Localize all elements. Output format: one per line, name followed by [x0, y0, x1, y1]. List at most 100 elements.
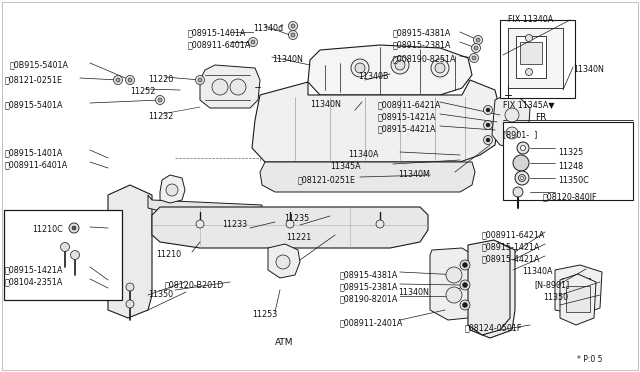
Circle shape	[251, 40, 255, 44]
Text: Ⓦ08915-1421A: Ⓦ08915-1421A	[378, 112, 436, 121]
Text: 11350: 11350	[148, 290, 173, 299]
Circle shape	[483, 121, 493, 129]
Circle shape	[483, 135, 493, 144]
Circle shape	[248, 38, 257, 46]
Polygon shape	[252, 80, 500, 162]
Circle shape	[72, 226, 76, 230]
Text: Ⓝ008190-8251A: Ⓝ008190-8251A	[393, 54, 456, 63]
Circle shape	[125, 76, 134, 84]
Text: Ⓦ08915-4381A: Ⓦ08915-4381A	[393, 28, 451, 37]
Text: 11221: 11221	[286, 233, 311, 242]
Circle shape	[61, 243, 70, 251]
Bar	[500, 20, 575, 98]
Text: Ⓦ08915-1401A: Ⓦ08915-1401A	[188, 28, 246, 37]
Circle shape	[286, 220, 294, 228]
Text: 11340N: 11340N	[573, 65, 604, 74]
Circle shape	[116, 78, 120, 82]
Circle shape	[198, 78, 202, 82]
Text: ⒲08120-B201D: ⒲08120-B201D	[165, 280, 224, 289]
Circle shape	[158, 98, 162, 102]
Polygon shape	[308, 45, 472, 95]
Circle shape	[351, 59, 369, 77]
Text: Ⓦ08915-2381A: Ⓦ08915-2381A	[340, 282, 399, 291]
Circle shape	[505, 108, 519, 122]
Text: 11345A: 11345A	[330, 162, 360, 171]
Circle shape	[69, 223, 79, 233]
Text: ⒲08124-0501F: ⒲08124-0501F	[465, 323, 522, 332]
Circle shape	[230, 79, 246, 95]
Text: 11340N: 11340N	[272, 55, 303, 64]
Text: Ⓝ008911-2401A: Ⓝ008911-2401A	[340, 318, 403, 327]
Text: 11235: 11235	[284, 214, 309, 223]
Circle shape	[460, 280, 470, 290]
Circle shape	[474, 35, 483, 45]
Text: Ⓝ008911-6421A: Ⓝ008911-6421A	[482, 230, 545, 239]
Circle shape	[395, 60, 405, 70]
Circle shape	[472, 56, 476, 60]
Circle shape	[470, 54, 479, 62]
Bar	[4, 210, 122, 300]
Polygon shape	[555, 265, 602, 315]
Polygon shape	[430, 248, 478, 320]
Text: 11220: 11220	[148, 75, 173, 84]
Circle shape	[463, 282, 467, 288]
Polygon shape	[268, 244, 300, 278]
Text: 11325: 11325	[558, 148, 583, 157]
Text: [8901-  ]: [8901- ]	[503, 130, 538, 139]
Circle shape	[486, 123, 490, 127]
Text: Ⓦ08915-5401A: Ⓦ08915-5401A	[5, 100, 63, 109]
Text: 11253: 11253	[252, 310, 277, 319]
Circle shape	[126, 283, 134, 291]
Text: Ⓦ08915-4421A: Ⓦ08915-4421A	[482, 254, 541, 263]
Circle shape	[391, 56, 409, 74]
Polygon shape	[160, 175, 185, 203]
Polygon shape	[560, 274, 596, 325]
Circle shape	[126, 300, 134, 308]
Circle shape	[513, 187, 523, 197]
Text: 11248: 11248	[558, 162, 583, 171]
Text: 11233: 11233	[222, 220, 247, 229]
Circle shape	[515, 171, 529, 185]
Text: 11340M: 11340M	[398, 170, 430, 179]
Circle shape	[291, 24, 295, 28]
Polygon shape	[492, 95, 530, 148]
Bar	[520, 42, 542, 64]
Circle shape	[289, 22, 298, 31]
Circle shape	[460, 300, 470, 310]
Circle shape	[431, 59, 449, 77]
Text: FIX 11340A: FIX 11340A	[508, 15, 553, 24]
Text: * P:0 5: * P:0 5	[577, 355, 602, 364]
Text: FIX 11345A▼: FIX 11345A▼	[503, 100, 554, 109]
Circle shape	[113, 76, 122, 84]
Circle shape	[513, 155, 529, 171]
Text: Ⓦ08915-1421A: Ⓦ08915-1421A	[5, 265, 63, 274]
Circle shape	[518, 174, 525, 182]
Circle shape	[156, 96, 164, 105]
Text: ATM: ATM	[275, 338, 294, 347]
Polygon shape	[470, 242, 515, 338]
Polygon shape	[200, 65, 260, 108]
Text: ⒲08121-0251E: ⒲08121-0251E	[298, 175, 356, 184]
Text: 11232: 11232	[148, 112, 173, 121]
Text: 11350C: 11350C	[558, 176, 589, 185]
Circle shape	[472, 44, 481, 52]
Circle shape	[289, 31, 298, 39]
Circle shape	[506, 127, 518, 139]
Bar	[566, 286, 590, 312]
Circle shape	[476, 38, 480, 42]
Text: 11340B: 11340B	[358, 72, 388, 81]
Bar	[503, 122, 633, 200]
Circle shape	[376, 220, 384, 228]
Circle shape	[276, 255, 290, 269]
Circle shape	[212, 79, 228, 95]
Circle shape	[446, 267, 462, 283]
Text: 11340A: 11340A	[522, 267, 552, 276]
Circle shape	[520, 145, 525, 151]
Circle shape	[463, 302, 467, 308]
Text: ⒲08121-0251E: ⒲08121-0251E	[5, 75, 63, 84]
Bar	[516, 36, 546, 78]
Text: Ⓦ08915-2381A: Ⓦ08915-2381A	[393, 40, 451, 49]
Text: ⒲08120-840lF: ⒲08120-840lF	[543, 192, 598, 201]
Circle shape	[520, 176, 524, 180]
Circle shape	[195, 76, 205, 84]
